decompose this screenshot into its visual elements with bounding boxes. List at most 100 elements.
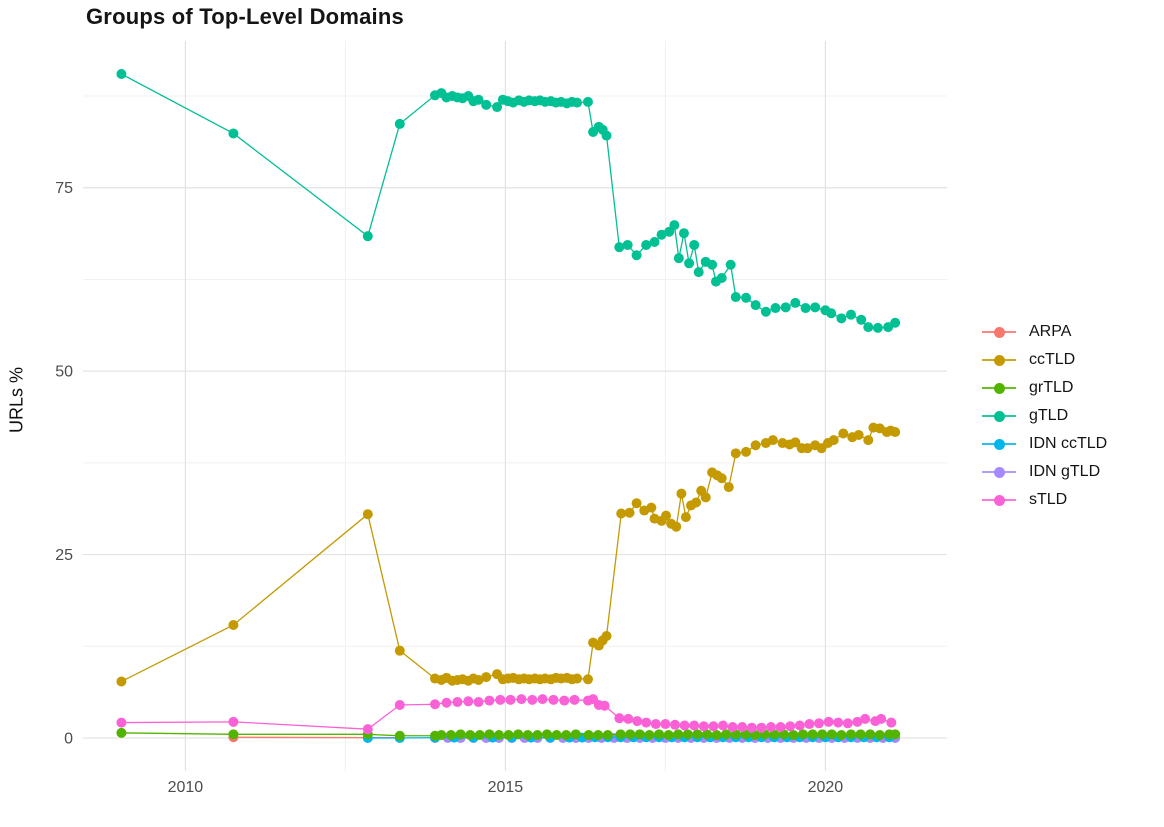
- data-point-grtld: [644, 730, 655, 741]
- data-point-gtld: [669, 220, 680, 231]
- legend-key-icon: [982, 493, 1016, 507]
- data-point-cctld: [646, 502, 657, 513]
- data-point-cctld: [116, 676, 127, 687]
- data-point-stld: [641, 717, 652, 728]
- legend-key-dot: [993, 438, 1005, 450]
- data-point-grtld: [673, 729, 684, 740]
- data-point-cctld: [228, 620, 239, 630]
- data-point-gtld: [362, 231, 373, 242]
- data-point-grtld: [874, 730, 885, 741]
- data-point-cctld: [582, 674, 593, 685]
- data-point-gtld: [836, 313, 847, 324]
- data-point-stld: [430, 699, 440, 710]
- legend-key-icon: [982, 465, 1016, 479]
- data-point-stld: [473, 697, 484, 708]
- legend-key-dot: [993, 326, 1005, 338]
- data-point-gtld: [673, 253, 684, 264]
- legend-key-dot: [993, 410, 1005, 422]
- data-point-gtld: [725, 259, 736, 270]
- data-point-grtld: [855, 729, 866, 740]
- data-point-cctld: [853, 429, 864, 440]
- data-point-grtld: [711, 730, 722, 741]
- data-point-gtld: [614, 242, 625, 253]
- legend-item: IDN gTLD: [982, 458, 1107, 486]
- data-point-cctld: [671, 521, 682, 532]
- legend-label: IDN ccTLD: [1029, 435, 1108, 452]
- data-point-gtld: [228, 128, 239, 139]
- data-point-grtld: [532, 730, 543, 741]
- data-point-gtld: [770, 303, 781, 314]
- legend-key-dot: [993, 382, 1005, 394]
- x-tick-label: 2010: [168, 779, 204, 796]
- legend-key-icon: [982, 409, 1016, 423]
- data-point-grtld: [551, 730, 562, 741]
- data-point-grtld: [807, 729, 818, 740]
- data-point-gtld: [622, 239, 633, 250]
- data-point-gtld: [872, 322, 883, 333]
- data-point-stld: [599, 700, 610, 711]
- data-point-grtld: [721, 729, 732, 740]
- legend-item: ccTLD: [982, 346, 1107, 374]
- data-point-gtld: [572, 97, 583, 108]
- data-point-cctld: [716, 473, 727, 484]
- data-point-grtld: [484, 729, 495, 740]
- chart-title: Groups of Top-Level Domains: [86, 4, 404, 29]
- data-point-cctld: [624, 507, 635, 518]
- data-point-stld: [116, 717, 127, 728]
- data-point-cctld: [616, 508, 627, 519]
- data-point-cctld: [691, 497, 702, 508]
- data-point-stld: [632, 716, 643, 727]
- data-point-stld: [623, 713, 634, 724]
- data-point-gtld: [601, 130, 612, 141]
- data-point-grtld: [615, 729, 626, 740]
- data-point-stld: [842, 718, 853, 729]
- data-point-grtld: [602, 730, 613, 741]
- data-point-gtld: [641, 239, 652, 250]
- data-point-cctld: [481, 672, 492, 683]
- data-point-gtld: [689, 239, 700, 250]
- legend-item: ARPA: [982, 318, 1107, 346]
- y-tick-label: 25: [55, 547, 73, 564]
- data-point-gtld: [582, 96, 593, 107]
- legend-label: ARPA: [1029, 323, 1072, 340]
- legend-item: gTLD: [982, 402, 1107, 430]
- data-point-grtld: [865, 729, 876, 740]
- data-point-stld: [698, 721, 709, 732]
- legend-item: IDN ccTLD: [982, 430, 1107, 458]
- data-point-gtld: [707, 259, 718, 270]
- data-point-stld: [785, 721, 796, 732]
- data-point-gtld: [473, 94, 484, 105]
- data-point-cctld: [572, 673, 583, 684]
- data-point-stld: [737, 721, 748, 732]
- data-point-cctld: [700, 492, 711, 503]
- data-point-cctld: [838, 428, 849, 439]
- data-point-stld: [833, 717, 844, 728]
- data-point-grtld: [436, 730, 447, 741]
- legend: ARPA ccTLD grTLD gTLD IDN ccTLD: [982, 318, 1107, 514]
- data-point-gtld: [684, 258, 695, 269]
- data-point-cctld: [890, 427, 901, 438]
- data-point-cctld: [676, 488, 687, 499]
- data-point-cctld: [362, 509, 373, 520]
- data-point-stld: [569, 694, 580, 705]
- data-point-stld: [527, 694, 538, 705]
- data-point-stld: [452, 697, 463, 708]
- data-point-stld: [670, 719, 680, 730]
- data-point-stld: [794, 720, 805, 731]
- data-point-stld: [823, 716, 834, 727]
- data-point-grtld: [561, 730, 572, 741]
- data-point-stld: [484, 695, 495, 706]
- data-point-gtld: [780, 302, 791, 313]
- data-point-grtld: [692, 729, 703, 740]
- data-point-grtld: [474, 730, 485, 741]
- data-point-stld: [516, 694, 527, 705]
- data-point-cctld: [767, 435, 778, 446]
- data-point-grtld: [522, 730, 533, 741]
- data-point-grtld: [702, 729, 712, 740]
- data-point-cctld: [601, 631, 612, 642]
- data-point-stld: [228, 716, 239, 727]
- data-point-grtld: [465, 730, 476, 741]
- y-tick-label: 0: [64, 730, 73, 747]
- data-point-cctld: [790, 437, 801, 448]
- data-point-gtld: [730, 292, 741, 303]
